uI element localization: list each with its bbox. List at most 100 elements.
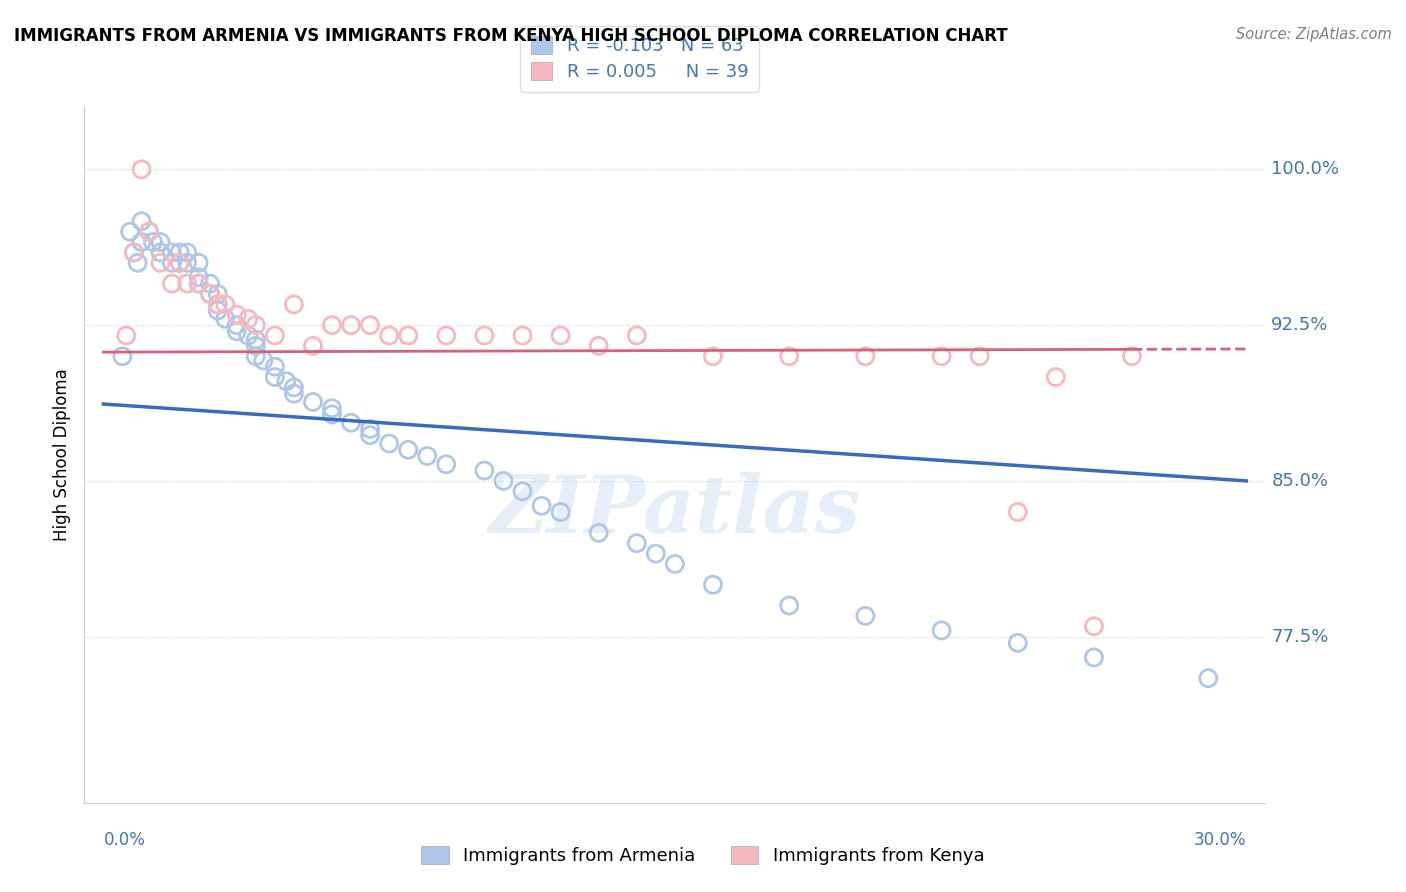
Point <box>245 349 267 363</box>
Point <box>969 349 991 363</box>
Text: 85.0%: 85.0% <box>1271 472 1329 490</box>
Point <box>263 328 285 343</box>
Point <box>931 349 953 363</box>
Point <box>702 578 724 592</box>
Point <box>416 449 439 463</box>
Point <box>187 256 209 270</box>
Point <box>176 245 198 260</box>
Point <box>149 245 172 260</box>
Point <box>378 328 401 343</box>
Point <box>160 277 183 291</box>
Point <box>198 287 221 301</box>
Point <box>340 416 363 430</box>
Point <box>169 245 191 260</box>
Point <box>702 349 724 363</box>
Point <box>120 225 142 239</box>
Text: ZIPatlas: ZIPatlas <box>489 472 860 549</box>
Point <box>160 245 183 260</box>
Text: 77.5%: 77.5% <box>1271 628 1329 646</box>
Point <box>138 225 160 239</box>
Point <box>176 256 198 270</box>
Point <box>321 401 343 416</box>
Point <box>550 505 572 519</box>
Point <box>512 484 534 499</box>
Point <box>263 370 285 384</box>
Point <box>225 318 247 332</box>
Point <box>238 311 260 326</box>
Point <box>187 270 209 285</box>
Point <box>245 318 267 332</box>
Point <box>340 318 363 332</box>
Point <box>512 328 534 343</box>
Point <box>225 324 247 338</box>
Point <box>122 245 145 260</box>
Point <box>149 235 172 249</box>
Point <box>207 297 229 311</box>
Point <box>283 380 305 394</box>
Point <box>122 245 145 260</box>
Point <box>263 359 285 374</box>
Text: 100.0%: 100.0% <box>1271 161 1340 178</box>
Point <box>588 339 610 353</box>
Text: IMMIGRANTS FROM ARMENIA VS IMMIGRANTS FROM KENYA HIGH SCHOOL DIPLOMA CORRELATION: IMMIGRANTS FROM ARMENIA VS IMMIGRANTS FR… <box>14 27 1008 45</box>
Point <box>115 328 138 343</box>
Point <box>474 463 496 477</box>
Point <box>588 525 610 540</box>
Point <box>252 353 274 368</box>
Point <box>1197 671 1219 685</box>
Point <box>302 395 325 409</box>
Point <box>359 428 381 442</box>
Point <box>214 311 236 326</box>
Point <box>434 457 457 471</box>
Point <box>396 442 419 457</box>
Point <box>245 333 267 347</box>
Point <box>778 599 800 613</box>
Point <box>396 328 419 343</box>
Point <box>530 499 553 513</box>
Point <box>138 225 160 239</box>
Point <box>187 277 209 291</box>
Point <box>214 297 236 311</box>
Point <box>207 287 229 301</box>
Point <box>474 328 496 343</box>
Point <box>1121 349 1143 363</box>
Point <box>198 287 221 301</box>
Text: Source: ZipAtlas.com: Source: ZipAtlas.com <box>1236 27 1392 42</box>
Point <box>1083 650 1105 665</box>
Point <box>142 235 165 249</box>
Point <box>225 308 247 322</box>
Point <box>1007 636 1029 650</box>
Legend: Immigrants from Armenia, Immigrants from Kenya: Immigrants from Armenia, Immigrants from… <box>412 838 994 874</box>
Point <box>1083 619 1105 633</box>
Point <box>853 349 876 363</box>
Point <box>664 557 686 571</box>
Point <box>131 235 153 249</box>
Point <box>187 277 209 291</box>
Point <box>111 349 134 363</box>
Text: 92.5%: 92.5% <box>1271 316 1329 334</box>
Point <box>207 303 229 318</box>
Point <box>131 162 153 177</box>
Point <box>302 339 325 353</box>
Point <box>778 349 800 363</box>
Point <box>626 328 648 343</box>
Point <box>550 328 572 343</box>
Point <box>359 318 381 332</box>
Point <box>283 297 305 311</box>
Point <box>434 328 457 343</box>
Point <box>176 277 198 291</box>
Point <box>626 536 648 550</box>
Point <box>1045 370 1067 384</box>
Point <box>207 297 229 311</box>
Point <box>378 436 401 450</box>
Point <box>127 256 149 270</box>
Point <box>1007 505 1029 519</box>
Point <box>492 474 515 488</box>
Point <box>169 256 191 270</box>
Point <box>198 277 221 291</box>
Text: 30.0%: 30.0% <box>1194 830 1246 848</box>
Point <box>149 256 172 270</box>
Point <box>238 328 260 343</box>
Point <box>853 608 876 623</box>
Point <box>359 422 381 436</box>
